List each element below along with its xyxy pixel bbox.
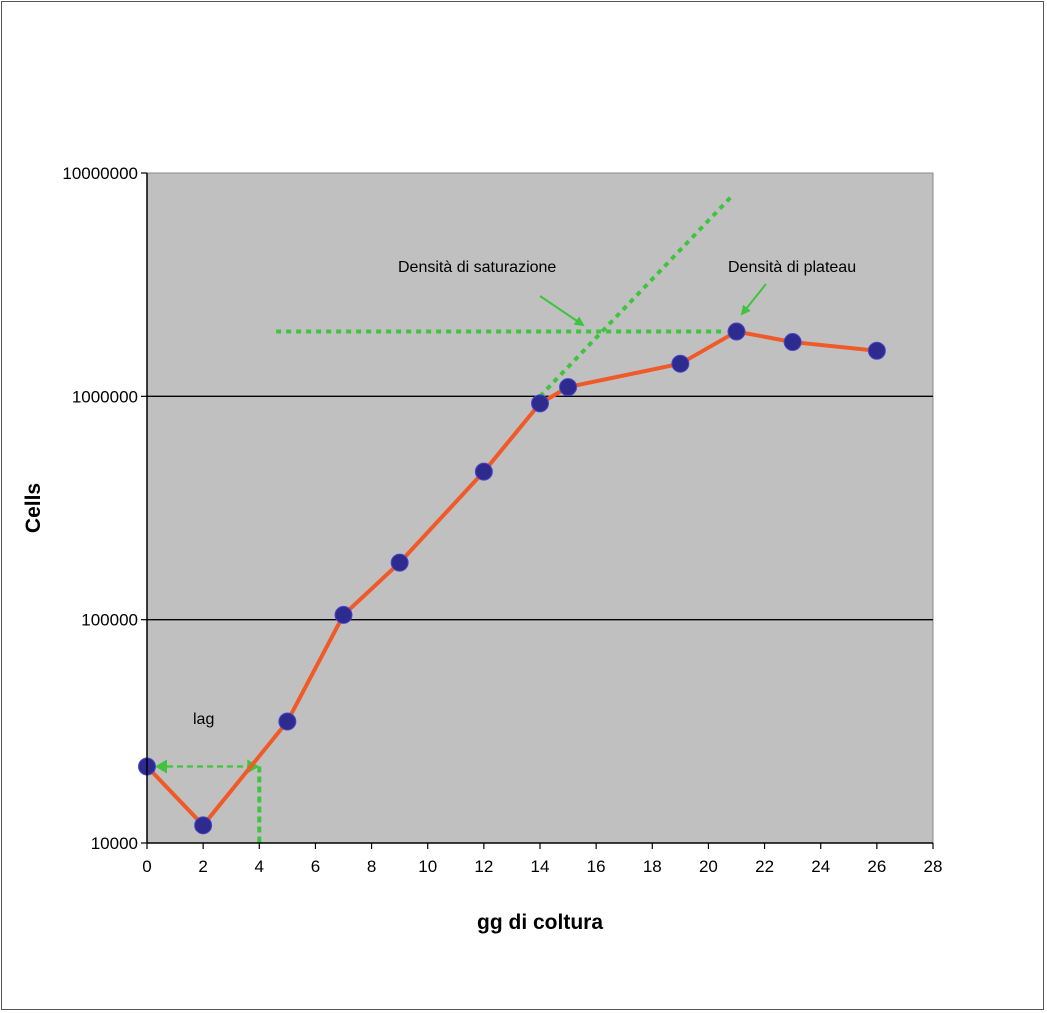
data-point-5 xyxy=(474,462,493,481)
x-tick-label-8: 16 xyxy=(587,857,606,876)
data-point-3 xyxy=(334,605,353,624)
y-tick-label-0: 10000 xyxy=(91,834,138,853)
annotation-lag: lag xyxy=(193,711,214,728)
data-point-6 xyxy=(531,394,549,413)
x-tick-label-9: 18 xyxy=(643,857,662,876)
y-tick-label-2: 1000000 xyxy=(72,387,138,406)
x-tick-label-3: 6 xyxy=(311,857,320,876)
x-tick-label-4: 8 xyxy=(367,857,376,876)
x-tick-label-1: 2 xyxy=(198,857,207,876)
x-tick-label-10: 20 xyxy=(699,857,718,876)
series-group xyxy=(138,322,886,835)
data-point-9 xyxy=(727,322,746,341)
x-tick-label-0: 0 xyxy=(142,857,151,876)
y-axis-title: Cells xyxy=(22,483,45,533)
data-point-8 xyxy=(671,354,690,373)
data-point-10 xyxy=(783,333,802,352)
lag-arrowhead-left xyxy=(155,759,167,774)
x-tick-label-7: 14 xyxy=(531,857,550,876)
x-tick-label-13: 26 xyxy=(867,857,886,876)
x-tick-label-12: 24 xyxy=(811,857,830,876)
data-point-11 xyxy=(867,341,886,360)
plateau-arrow xyxy=(740,283,767,316)
x-tick-label-14: 28 xyxy=(924,857,943,876)
saturation-arrow xyxy=(539,295,585,327)
x-tick-label-2: 4 xyxy=(255,857,264,876)
y-tick-label-3: 10000000 xyxy=(62,164,138,183)
annotation-plateau: Densità di plateau xyxy=(728,259,856,276)
series-line-0 xyxy=(145,329,878,828)
y-axis-ticks: 10000 100000 1000000 10000000 xyxy=(62,164,147,853)
x-tick-label-6: 12 xyxy=(474,857,493,876)
data-point-4 xyxy=(390,553,409,572)
x-tick-label-5: 10 xyxy=(418,857,437,876)
x-axis-ticks: 0 2 4 6 8 10 12 14 16 18 20 22 24 26 28 xyxy=(142,843,942,876)
data-point-7 xyxy=(559,378,578,397)
x-tick-label-11: 22 xyxy=(755,857,774,876)
x-axis-title: gg di coltura xyxy=(477,911,603,934)
annotation-saturation: Densità di saturazione xyxy=(398,259,556,276)
data-point-1 xyxy=(194,816,213,835)
data-point-2 xyxy=(278,712,297,731)
y-tick-label-1: 100000 xyxy=(81,611,138,630)
